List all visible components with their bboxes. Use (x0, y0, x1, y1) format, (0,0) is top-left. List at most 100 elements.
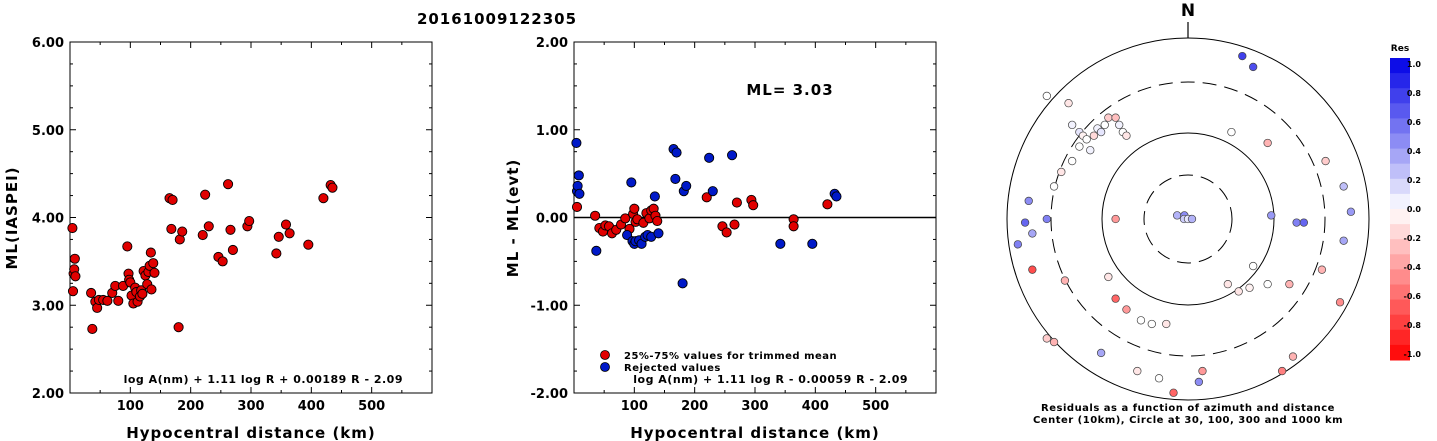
formula-label: log A(nm) + 1.11 log R - 0.00059 R - 2.0… (633, 373, 908, 386)
residual-point (1277, 366, 1287, 376)
y-tick-label: 2.00 (32, 387, 64, 402)
data-point (807, 238, 818, 249)
data-point (145, 247, 156, 258)
ring-300km (1050, 81, 1326, 357)
data-point (173, 322, 184, 333)
data-point (574, 188, 585, 199)
caption-line-2: Center (10km), Circle at 30, 100, 300 an… (1033, 415, 1343, 426)
data-point (148, 258, 159, 269)
x-tick-label: 300 (237, 399, 264, 414)
colorbar-tick-label: 0.6 (1407, 118, 1422, 127)
colorbar-tick-labels: 1.0 0.8 0.6 0.4 0.2 0.0 -0.2 -0.4 -0.6 -0.8 -1.0 (1404, 60, 1422, 359)
residual-point (1321, 156, 1330, 166)
colorbar (1390, 58, 1410, 361)
data-point (327, 182, 338, 193)
x-tick-label: 100 (117, 399, 144, 414)
colorbar-segment (1390, 103, 1410, 119)
x-tick-label: 200 (177, 399, 204, 414)
residual-point (1172, 211, 1182, 220)
residual-point (1111, 113, 1120, 122)
y-tick-label: 1.00 (536, 124, 568, 139)
data-point (775, 238, 786, 249)
azimuth-residual-plot: N Residuals as a function of azimuth and… (1006, 1, 1422, 426)
residual-point (1154, 374, 1164, 383)
residual-point (1082, 135, 1091, 144)
data-point (788, 221, 799, 232)
data-point (146, 284, 157, 295)
y-tick-labels: 2.00 3.00 4.00 5.00 6.00 (32, 36, 432, 402)
y-tick-label: -2.00 (531, 387, 568, 402)
y-axis-label: ML(IASPEI) (3, 166, 21, 269)
colorbar-tick-label: -0.6 (1404, 292, 1422, 301)
residual-point (1096, 348, 1106, 358)
residual-point (1147, 319, 1156, 329)
residual-point (1089, 131, 1099, 140)
data-points (571, 137, 842, 289)
data-point (822, 199, 833, 210)
residual-point (1288, 352, 1298, 361)
colorbar-segment (1390, 314, 1410, 331)
residual-point (1194, 377, 1204, 387)
residual-point (1263, 280, 1272, 289)
residual-point (1227, 127, 1236, 137)
data-point (271, 248, 282, 259)
residual-point (1339, 182, 1348, 191)
residual-point (1115, 120, 1124, 130)
residual-point (1187, 214, 1197, 224)
y-tick-label: 6.00 (32, 36, 64, 51)
y-tick-labels: -2.00 -1.00 0.00 1.00 2.00 (531, 36, 936, 402)
data-point (626, 177, 637, 188)
colorbar-segment (1390, 299, 1410, 316)
residual-point (1042, 91, 1051, 101)
residual-point (1064, 99, 1073, 108)
data-point (704, 152, 715, 163)
colorbar-segment (1390, 254, 1410, 270)
residual-point (1285, 280, 1294, 289)
data-point (649, 191, 660, 202)
data-point (629, 203, 640, 214)
data-point (244, 215, 255, 227)
residual-point (1263, 138, 1272, 148)
data-point (203, 221, 214, 232)
residual-point (1049, 337, 1059, 347)
legend-label-trimmed: 25%-75% values for trimmed mean (624, 351, 837, 362)
residual-point (1013, 240, 1023, 249)
colorbar-title: Res (1391, 44, 1409, 54)
residual-point (1136, 316, 1146, 325)
colorbar-segment (1390, 178, 1410, 195)
data-point (223, 179, 234, 190)
residual-point (1028, 265, 1037, 274)
colorbar-segment (1390, 163, 1410, 180)
y-tick-label: 0.00 (536, 212, 568, 227)
colorbar-segment (1390, 224, 1410, 240)
x-tick-label: 300 (741, 399, 768, 414)
data-point (273, 231, 284, 242)
caption-line-1: Residuals as a function of azimuth and d… (1041, 403, 1335, 414)
colorbar-segment (1390, 58, 1410, 74)
data-point (573, 170, 584, 181)
ring-100km (1101, 132, 1275, 306)
ring-1000km (1006, 37, 1370, 401)
colorbar-tick-label: 0.8 (1407, 89, 1422, 98)
data-point (670, 173, 681, 184)
data-point (177, 226, 188, 237)
x-tick-label: 400 (802, 399, 829, 414)
residual-point (1133, 366, 1142, 376)
colorbar-segment (1390, 284, 1410, 301)
residual-point (1122, 131, 1131, 140)
data-point (652, 215, 663, 227)
x-tick-labels: 100 200 300 400 500 (603, 42, 907, 414)
x-tick-label: 500 (862, 399, 889, 414)
residual-point (1223, 280, 1232, 289)
data-point (707, 186, 718, 197)
residual-point (1346, 207, 1356, 216)
residual-point (1238, 51, 1247, 61)
residual-point (1057, 167, 1066, 177)
data-point (571, 201, 583, 213)
data-point (731, 197, 742, 208)
residual-point (1042, 334, 1051, 343)
data-point (571, 137, 582, 148)
x-axis-label: Hypocentral distance (km) (630, 424, 880, 441)
data-point (200, 189, 211, 200)
